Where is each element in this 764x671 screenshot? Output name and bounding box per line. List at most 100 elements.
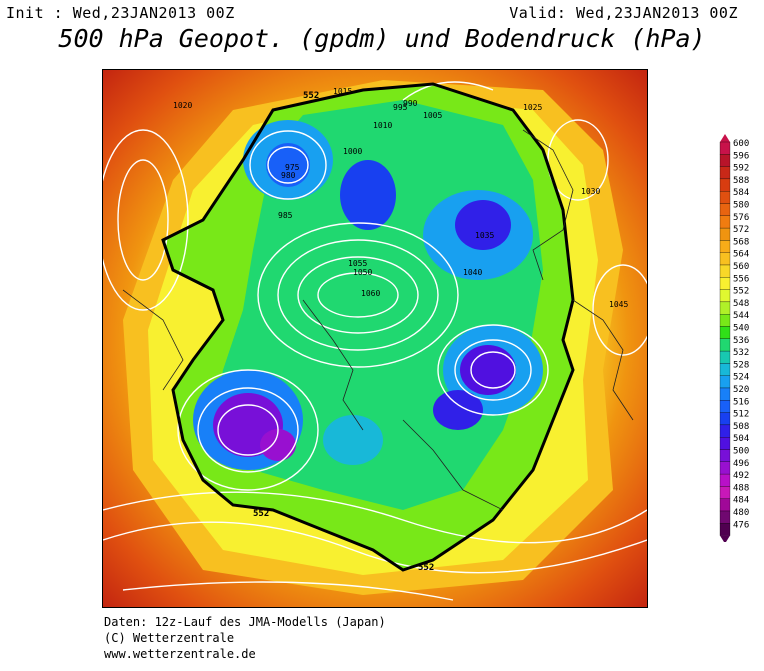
- colorbar-swatch: [719, 498, 731, 512]
- colorbar-swatch: [719, 154, 731, 167]
- colorbar-swatch: [719, 141, 731, 155]
- label-1060: 1060: [361, 289, 380, 298]
- colorbar-swatch: [719, 523, 731, 536]
- colorbar-swatch: [719, 203, 731, 216]
- colorbar-label: 560: [733, 262, 749, 272]
- color-legend: 600 596 592 588 584 580 576 572 568 564 560 556 552 5…: [714, 132, 762, 544]
- label-1000: 1000: [343, 147, 362, 156]
- colorbar-label: 544: [733, 311, 749, 321]
- colorbar-label: 524: [733, 373, 749, 383]
- colorbar-swatch: [719, 289, 731, 303]
- colorbar-swatch: [719, 400, 731, 413]
- label-1010: 1010: [373, 121, 392, 130]
- colorbar-label: 584: [733, 188, 749, 198]
- colorbar-swatch: [719, 252, 731, 266]
- colorbar-swatch: [719, 350, 731, 364]
- coastlines: [122, 129, 634, 511]
- colorbar-label: 548: [733, 299, 749, 309]
- colorbar-swatch: [719, 412, 731, 426]
- colorbar-swatch: [719, 178, 731, 192]
- label-1045: 1045: [609, 300, 628, 309]
- colorbar-swatch: [719, 424, 731, 438]
- colorbar-label: 536: [733, 336, 749, 346]
- colorbar-label: 528: [733, 360, 749, 370]
- footer-data-source: Daten: 12z-Lauf des JMA-Modells (Japan): [104, 615, 386, 629]
- low-center: [340, 160, 396, 230]
- footer-website[interactable]: www.wetterzentrale.de: [104, 647, 256, 661]
- colorbar-swatch: [719, 387, 731, 401]
- colorbar-label: 552: [733, 287, 749, 297]
- colorbar-label: 556: [733, 274, 749, 284]
- colorbar-label: 492: [733, 471, 749, 481]
- label-1005: 1005: [423, 111, 442, 120]
- colorbar-swatch: [719, 277, 731, 290]
- colorbar-label: 532: [733, 348, 749, 358]
- colorbar-label: 568: [733, 237, 749, 247]
- colorbar-swatch: [719, 215, 731, 229]
- colorbar-top-arrow: [720, 134, 730, 142]
- colorbar-swatch: [719, 375, 731, 389]
- colorbar-label: 580: [733, 201, 749, 211]
- label-1035: 1035: [475, 231, 494, 240]
- colorbar-label: 572: [733, 225, 749, 235]
- colorbar-label: 504: [733, 434, 749, 444]
- colorbar-label: 540: [733, 324, 749, 334]
- colorbar-label: 592: [733, 164, 749, 174]
- label-1040: 1040: [463, 268, 482, 277]
- chart-title: 500 hPa Geopot. (gpdm) und Bodendruck (h…: [58, 24, 706, 53]
- colorbar-label: 496: [733, 459, 749, 469]
- color-legend-svg: 600 596 592 588 584 580 576 572 568 564 560 556 552 5…: [719, 134, 749, 544]
- colorbar-label: 600: [733, 139, 749, 149]
- colorbar-label: 512: [733, 410, 749, 420]
- colorbar-swatch: [719, 166, 731, 180]
- label-552c: 552: [418, 563, 434, 573]
- colorbar-label: 576: [733, 213, 749, 223]
- colorbar-label: 476: [733, 520, 749, 530]
- label-552a: 552: [303, 91, 319, 101]
- colorbar-label: 480: [733, 508, 749, 518]
- colorbar-label: 588: [733, 176, 749, 186]
- colorbar-swatch: [719, 363, 731, 376]
- colorbar-swatch: [719, 473, 731, 487]
- colorbar-swatch: [719, 301, 731, 315]
- colorbar-label: 500: [733, 447, 749, 457]
- geopot-labels: 552 552 552: [253, 91, 434, 573]
- colorbar-label: 564: [733, 250, 749, 260]
- map-canvas: 1020 1015 1010 1005 1000 995 990 985 980…: [103, 70, 647, 607]
- colorbar-swatch: [719, 227, 731, 241]
- colorbar-swatch: [719, 338, 731, 352]
- footer-copyright: (C) Wetterzentrale: [104, 631, 235, 645]
- label-1055: 1055: [348, 259, 367, 268]
- colorbar-swatch: [719, 510, 731, 524]
- isobars: [103, 81, 647, 601]
- colorbar-swatch: [719, 449, 731, 462]
- colorbar-label: 508: [733, 422, 749, 432]
- colorbar-swatch: [719, 486, 731, 499]
- colorbar-label: 488: [733, 483, 749, 493]
- label-1015: 1015: [333, 87, 352, 96]
- label-1050: 1050: [353, 268, 372, 277]
- label-980: 980: [281, 171, 296, 180]
- label-1025: 1025: [523, 103, 542, 112]
- label-985: 985: [278, 211, 293, 220]
- label-1030: 1030: [581, 187, 600, 196]
- colorbar-swatch: [719, 314, 731, 327]
- colorbar-swatch: [719, 191, 731, 204]
- valid-time: Valid: Wed,23JAN2013 00Z: [509, 4, 738, 22]
- label-552b: 552: [253, 509, 269, 519]
- colorbar-swatch: [719, 240, 731, 253]
- init-time: Init : Wed,23JAN2013 00Z: [6, 4, 235, 22]
- colorbar-label: 520: [733, 385, 749, 395]
- label-975: 975: [285, 163, 300, 172]
- colorbar-swatch: [719, 264, 731, 278]
- label-990: 990: [403, 99, 418, 108]
- colorbar-bottom-arrow: [720, 535, 730, 544]
- colorbar-label: 516: [733, 397, 749, 407]
- colorbar-swatch: [719, 461, 731, 475]
- weather-map: 1020 1015 1010 1005 1000 995 990 985 980…: [102, 69, 648, 608]
- colorbar-swatch: [719, 326, 731, 339]
- label-995: 995: [393, 103, 408, 112]
- pressure-labels: 1020 1015 1010 1005 1000 995 990 985 980…: [173, 87, 628, 309]
- label-1020: 1020: [173, 101, 192, 110]
- colorbar-label: 484: [733, 496, 749, 506]
